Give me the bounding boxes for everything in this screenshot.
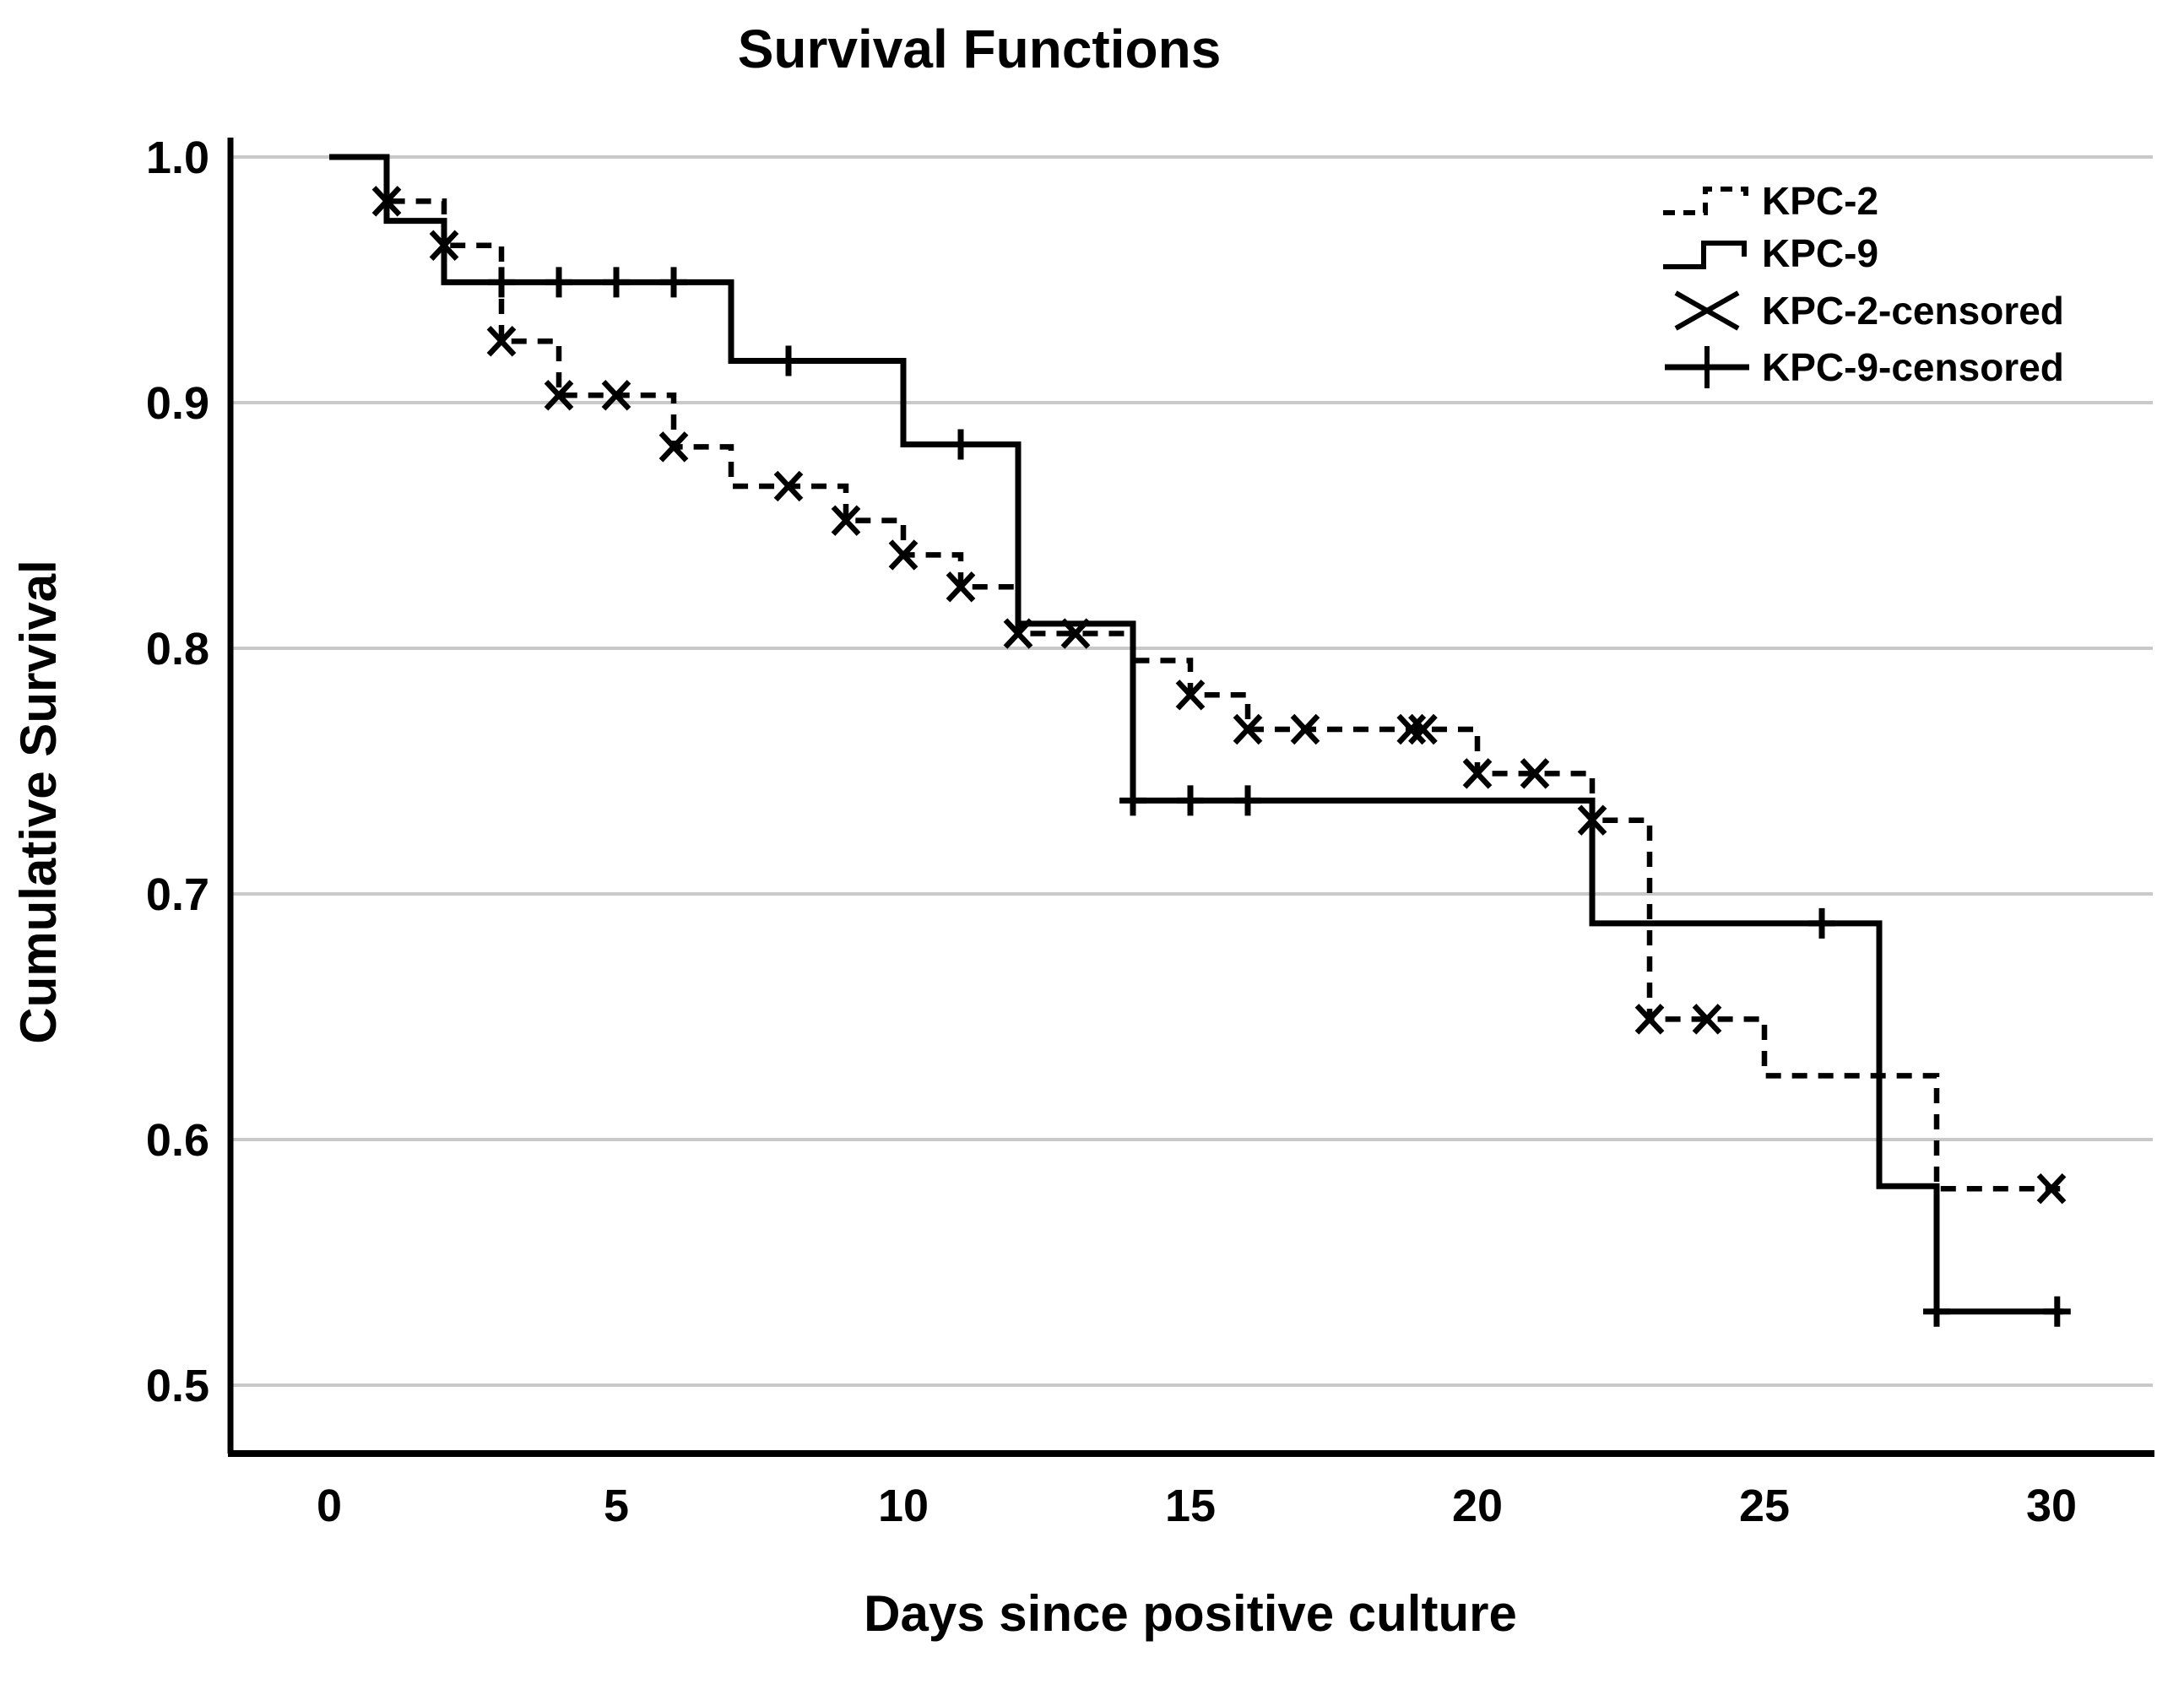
legend-label: KPC-9-censored — [1762, 345, 2064, 389]
x-axis-title: Days since positive culture — [864, 1585, 1517, 1642]
censor-x-mark — [1060, 618, 1091, 649]
legend: KPC-2 KPC-9 KPC-2-censored KPC-9-censored — [1663, 179, 2064, 389]
censor-x-mark — [371, 186, 402, 217]
legend-item-kpc-9: KPC-9 — [1663, 231, 1878, 275]
censor-plus-mark — [775, 345, 802, 376]
censor-plus-mark — [1234, 785, 1261, 816]
censor-x-mark — [773, 470, 804, 502]
legend-label: KPC-2-censored — [1762, 289, 2064, 333]
censor-x-mark — [1290, 713, 1320, 745]
x-mark-stroke — [1060, 618, 1091, 649]
censor-plus-mark — [947, 429, 974, 460]
x-mark-stroke — [1408, 713, 1438, 745]
censor-x-mark — [1634, 1004, 1665, 1035]
x-mark-stroke — [1520, 758, 1550, 789]
legend-item-kpc-9-censored: KPC-9-censored — [1665, 345, 2064, 389]
censor-plus-mark — [1119, 785, 1146, 816]
legend-label: KPC-9 — [1762, 231, 1878, 275]
x-tick-labels: 0 5 10 15 20 25 30 — [317, 1481, 2077, 1531]
censor-plus-mark — [1808, 907, 1835, 939]
x-tick-label: 25 — [1739, 1481, 1790, 1531]
censor-x-mark — [601, 380, 631, 411]
x-mark-stroke — [1175, 680, 1206, 711]
x-mark-stroke — [1003, 618, 1033, 649]
censor-plus-mark — [1923, 1296, 1950, 1327]
censor-x-mark — [1462, 758, 1493, 789]
x-mark-stroke — [429, 230, 459, 261]
censor-x-mark — [1175, 680, 1206, 711]
x-tick-label: 30 — [2026, 1481, 2077, 1531]
axis-spines — [227, 138, 2154, 1457]
x-mark-stroke — [1634, 1004, 1665, 1035]
censor-x-mark — [658, 431, 689, 463]
legend-solid-line-icon — [1663, 241, 1747, 269]
legend-label: KPC-2 — [1762, 179, 1878, 223]
x-mark-stroke — [773, 470, 804, 502]
x-tick-label: 20 — [1452, 1481, 1503, 1531]
x-mark-stroke — [1396, 713, 1427, 745]
series-line-kpc-2 — [329, 154, 2061, 1192]
x-tick-label: 5 — [604, 1481, 629, 1531]
censor-plus-mark — [545, 267, 572, 298]
y-tick-label: 0.9 — [146, 378, 209, 429]
censor-x-mark — [1692, 1004, 1722, 1035]
x-mark-stroke — [1692, 1004, 1722, 1035]
x-tick-label: 10 — [878, 1481, 929, 1531]
censor-x-mark — [1408, 713, 1438, 745]
censor-marks — [371, 186, 2071, 1327]
y-tick-label: 0.7 — [146, 869, 209, 920]
x-mark-stroke — [831, 505, 861, 536]
legend-x-marker-icon — [1674, 290, 1740, 331]
censor-x-mark — [1233, 713, 1263, 745]
censor-x-mark — [831, 505, 861, 536]
x-tick-label: 0 — [317, 1481, 342, 1531]
x-mark-stroke — [1577, 804, 1607, 836]
censor-x-mark — [1577, 804, 1607, 836]
y-tick-label: 0.6 — [146, 1115, 209, 1166]
series-lines — [329, 154, 2063, 1315]
x-mark-stroke — [658, 431, 689, 463]
y-tick-label: 0.8 — [146, 624, 209, 674]
chart-title: Survival Functions — [738, 19, 1222, 79]
x-mark-stroke — [486, 326, 517, 357]
legend-item-kpc-2: KPC-2 — [1663, 179, 1878, 223]
x-mark-stroke — [601, 380, 631, 411]
censor-x-mark — [888, 539, 919, 571]
censor-plus-mark — [488, 267, 515, 298]
censor-plus-mark — [2043, 1296, 2071, 1327]
x-mark-stroke — [544, 380, 574, 411]
x-mark-stroke — [2036, 1172, 2067, 1205]
x-mark-stroke — [1233, 713, 1263, 745]
censor-x-mark — [2036, 1172, 2067, 1205]
x-mark-stroke — [946, 571, 976, 603]
y-tick-label: 1.0 — [146, 133, 209, 183]
censor-x-mark — [486, 326, 517, 357]
censor-x-mark — [1003, 618, 1033, 649]
legend-dashed-line-icon — [1663, 187, 1748, 215]
legend-item-kpc-2-censored: KPC-2-censored — [1674, 289, 2064, 333]
censor-plus-mark — [1177, 785, 1204, 816]
x-tick-label: 15 — [1165, 1481, 1216, 1531]
x-mark-stroke — [1290, 713, 1320, 745]
x-mark-stroke — [371, 186, 402, 217]
censor-x-mark — [1520, 758, 1550, 789]
censor-x-mark — [1396, 713, 1427, 745]
x-mark-stroke — [1462, 758, 1493, 789]
censor-x-mark — [544, 380, 574, 411]
y-axis-title: Cumulative Survival — [10, 560, 67, 1044]
series-line-kpc-9 — [329, 154, 2063, 1315]
y-tick-labels: 1.0 0.9 0.8 0.7 0.6 0.5 — [146, 133, 209, 1411]
censor-x-mark — [946, 571, 976, 603]
censor-x-mark — [429, 230, 459, 261]
censor-plus-mark — [603, 267, 630, 298]
x-mark-stroke — [888, 539, 919, 571]
y-tick-label: 0.5 — [146, 1361, 209, 1411]
censor-plus-mark — [660, 267, 687, 298]
